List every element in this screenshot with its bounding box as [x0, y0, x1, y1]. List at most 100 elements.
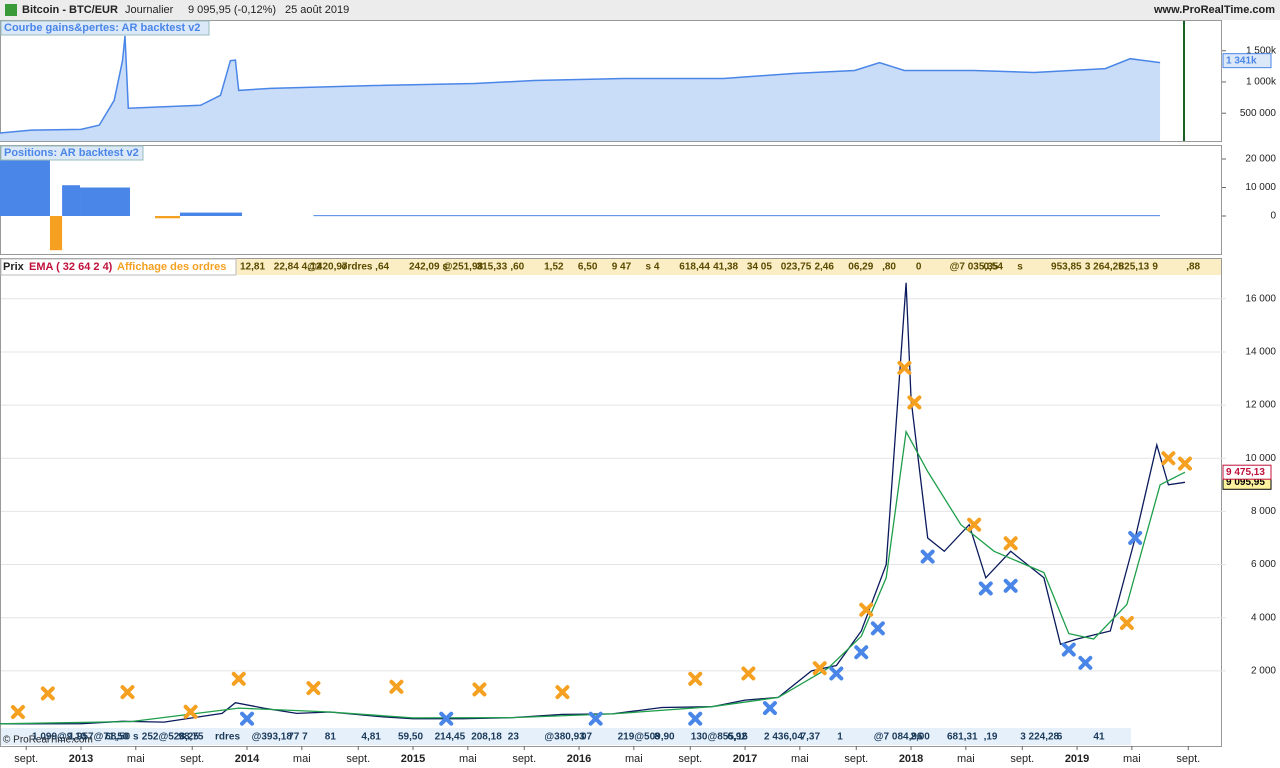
copyright: © ProRealTime.com [3, 735, 93, 746]
legend-box [0, 258, 237, 276]
x-tick-label: sept. [844, 753, 868, 765]
x-tick-label: sept. [14, 753, 38, 765]
order-marker [183, 704, 198, 719]
order-label: 22,84 4@420,97 [274, 262, 348, 273]
order-label: ,64 [375, 262, 389, 273]
y-tick-label: 1 500k [1246, 45, 1277, 56]
order-label: 59,50 [398, 732, 423, 743]
x-tick-label: mai [459, 753, 477, 765]
order-label: @7 084,96 [874, 732, 923, 743]
order-label: 06,29 [848, 262, 873, 273]
order-marker [978, 581, 993, 596]
order-label: ,19 [984, 732, 998, 743]
price-line [0, 429, 1186, 725]
order-marker [1061, 642, 1076, 657]
panel-label-box [0, 20, 210, 36]
order-marker [1003, 578, 1018, 593]
order-marker [439, 711, 454, 726]
x-tick-label: 2014 [235, 753, 260, 765]
y-tick-label: 12 000 [1245, 400, 1276, 411]
y-tick-label: 8 000 [1251, 506, 1276, 517]
order-label: 130@855,16 [691, 732, 748, 743]
order-label: 1 [837, 732, 843, 743]
position-bar [155, 216, 180, 219]
x-tick-label: 2013 [69, 753, 93, 765]
order-label: 1,52 [544, 262, 564, 273]
legend-orders[interactable]: Affichage des ordres [117, 261, 226, 273]
order-marker [1003, 536, 1018, 551]
x-tick-label: mai [1123, 753, 1141, 765]
x-tick-label: sept. [1176, 753, 1200, 765]
y-tick-label: 0 [1270, 211, 1276, 222]
order-marker [1128, 530, 1143, 545]
x-tick-label: 2017 [733, 753, 757, 765]
legend-price: Prix [3, 261, 25, 273]
panel-frame [0, 258, 1222, 747]
y-tick-label: 6 000 [1251, 559, 1276, 570]
panel-title: Courbe gains&pertes: AR backtest v2 [4, 22, 200, 34]
order-label: 3 264,25 [1085, 262, 1124, 273]
order-marker [10, 705, 25, 720]
order-label: @393,18 [252, 732, 293, 743]
order-marker [762, 701, 777, 716]
order-label: 41,38 [713, 262, 738, 273]
y-tick-label: 14 000 [1245, 347, 1276, 358]
order-marker [1119, 616, 1134, 631]
x-tick-label: mai [127, 753, 145, 765]
order-label: 315,33 [477, 262, 508, 273]
order-marker [1161, 451, 1176, 466]
order-label: 1 099@9,10 [32, 732, 87, 743]
order-label: ,60 [510, 262, 524, 273]
x-tick-label: 2015 [401, 753, 425, 765]
x-tick-label: sept. [346, 753, 370, 765]
order-label: 68,50 s [105, 732, 139, 743]
order-marker [907, 395, 922, 410]
order-label: @380,93 [544, 732, 585, 743]
order-label: 953,85 [1051, 262, 1082, 273]
x-tick-label: 2016 [567, 753, 591, 765]
order-label: 8 [654, 732, 660, 743]
order-label: 7,37 [801, 732, 821, 743]
order-label: 2 436,04 [764, 732, 803, 743]
site[interactable]: www.ProRealTime.com [1153, 4, 1275, 16]
equity-area [0, 35, 1161, 141]
panel-frame [0, 20, 1222, 142]
order-label: @7 035,35 [950, 262, 999, 273]
order-marker [472, 682, 487, 697]
panel-label-box [0, 145, 144, 161]
y-tick-label: 10 000 [1245, 182, 1276, 193]
x-tick-label: mai [625, 753, 643, 765]
order-marker [1177, 456, 1192, 471]
order-label: 3 224,28 [1020, 732, 1059, 743]
order-label: 825,13 [1119, 262, 1150, 273]
date: 25 août 2019 [285, 4, 349, 16]
order-marker [812, 661, 827, 676]
order-marker [920, 549, 935, 564]
instrument: Bitcoin - BTC/EUR [22, 4, 118, 16]
order-strip [1, 259, 1221, 275]
order-label: ,12 [308, 262, 322, 273]
current-value-label: 9 475,13 [1226, 467, 1265, 478]
order-label: 252@528,25 [142, 732, 199, 743]
order-marker [829, 666, 844, 681]
position-bar [80, 187, 130, 217]
order-label: ,80 [882, 262, 896, 273]
order-label: 618,44 [679, 262, 710, 273]
order-marker [741, 666, 756, 681]
order-label: 6,92 [727, 732, 747, 743]
order-label: ,88 [1186, 262, 1200, 273]
order-label: 0,54 [983, 262, 1003, 273]
current-value-box [1222, 53, 1272, 69]
y-tick-label: 2 000 [1251, 665, 1276, 676]
position-bar [179, 212, 243, 217]
y-tick-label: 20 000 [1245, 154, 1276, 165]
order-marker [688, 711, 703, 726]
x-tick-label: sept. [1010, 753, 1034, 765]
y-tick-label: 16 000 [1245, 293, 1276, 304]
current-value-label: 1 341k [1226, 55, 1257, 66]
order-label: 12,81 [240, 262, 265, 273]
x-tick-label: sept. [512, 753, 536, 765]
order-label: 6,50 [578, 262, 598, 273]
order-label: 0 [916, 262, 922, 273]
